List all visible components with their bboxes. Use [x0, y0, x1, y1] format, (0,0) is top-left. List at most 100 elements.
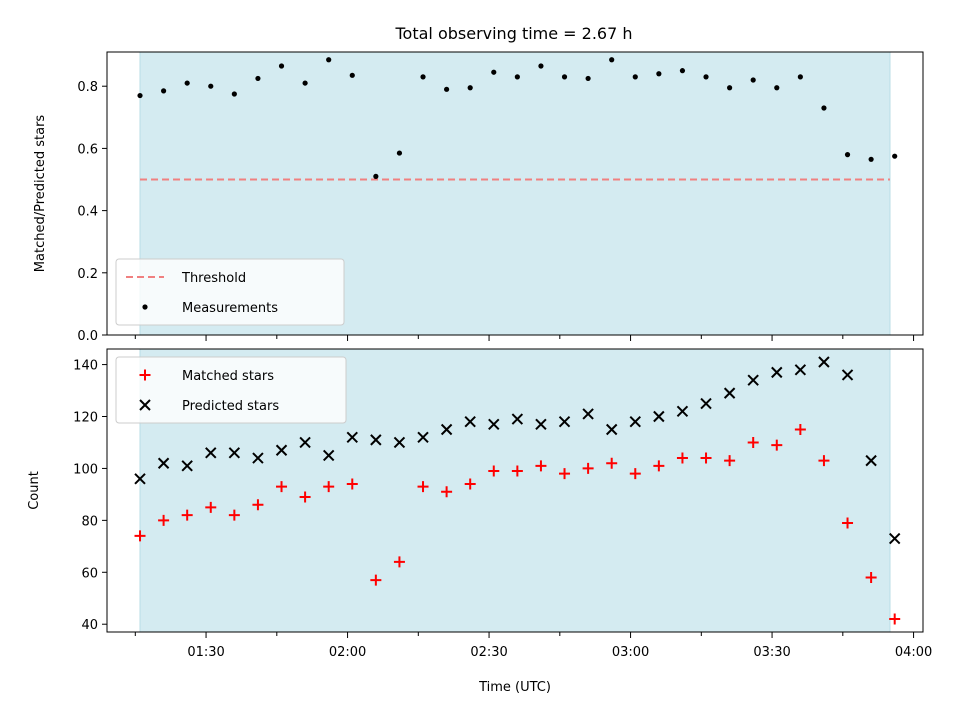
- bottom-xlabel: Time (UTC): [478, 680, 551, 695]
- top-series-0-point-16: [514, 74, 520, 80]
- bottom-series-0-point-12: [417, 481, 429, 493]
- bottom-series-0-point-0: [134, 530, 146, 542]
- top-ytick-label-0: 0.0: [77, 329, 98, 344]
- bottom-series-1-point-23: [676, 405, 689, 418]
- bottom-series-0-point-25: [724, 455, 736, 467]
- top-series-0-point-5: [255, 75, 261, 82]
- bottom-series-0-point-2: [181, 509, 193, 521]
- top-series-0-point-7: [302, 80, 308, 86]
- bottom-series-0-point-13: [441, 486, 453, 498]
- bottom-series-1-point-3: [205, 447, 217, 459]
- bottom-series-0-point-15: [488, 465, 500, 477]
- bottom-series-0-point-27: [771, 439, 783, 451]
- bottom-xtick-label-9: 03:30: [753, 645, 790, 660]
- bottom-series-0-point-21: [629, 468, 641, 480]
- bottom-legend-swatch-0: [139, 369, 151, 381]
- bottom-series-0-point-7: [299, 491, 311, 503]
- bottom-xtick-label-3: 02:00: [329, 645, 366, 660]
- bottom-legend-box: [115, 356, 347, 424]
- bottom-series-0-point-20: [606, 457, 618, 469]
- bottom-series-1-point-25: [723, 387, 736, 399]
- bottom-series-1-point-19: [582, 408, 594, 420]
- top-series-0-point-32: [892, 153, 898, 159]
- bottom-series-1-point-17: [535, 418, 547, 431]
- top-series-0-point-9: [349, 72, 355, 78]
- top-series-0-point-19: [585, 75, 591, 82]
- bottom-legend-swatch-1: [139, 399, 151, 411]
- bottom-panel-count: 40 60 80 100 120 140 01:30 02:00 02:30 03:00 03:30…: [27, 348, 932, 695]
- bottom-series-0-point-8: [323, 481, 335, 493]
- bottom-series-0-point-32: [889, 613, 901, 625]
- bottom-series-0-point-17: [535, 460, 547, 472]
- bottom-series-0-point-31: [865, 571, 877, 583]
- top-series-0-point-29: [821, 105, 827, 111]
- bottom-series-1-point-31: [865, 454, 877, 467]
- bottom-series: [134, 356, 901, 625]
- bottom-legend-label-1: Predicted stars: [182, 399, 279, 414]
- bottom-series-1-point-32: [888, 532, 901, 545]
- top-series-0-point-3: [208, 83, 214, 89]
- bottom-series-1-point-28: [794, 364, 807, 376]
- bottom-series-1-point-22: [653, 410, 665, 423]
- top-series-0-point-24: [703, 74, 709, 80]
- top-series-0-point-2: [184, 80, 190, 86]
- bottom-series-0-point-5: [252, 499, 264, 511]
- bottom-series-1-point-21: [629, 415, 641, 428]
- bottom-series-0-point-6: [276, 481, 288, 493]
- bottom-xtick-label-11: 04:00: [895, 645, 932, 660]
- top-legend: Threshold Measurements: [115, 258, 345, 326]
- bottom-series-0-point-14: [464, 478, 476, 490]
- bottom-series-0-point-18: [559, 468, 571, 480]
- bottom-ytick-label-4: 120: [73, 411, 98, 426]
- bottom-series-0-point-24: [700, 452, 712, 464]
- bottom-series-1-point-9: [346, 431, 358, 443]
- top-series-0-point-6: [278, 63, 285, 69]
- top-series-0-point-17: [538, 63, 544, 69]
- top-axes-frame: [106, 51, 924, 336]
- bottom-ytick-label-3: 100: [73, 462, 98, 477]
- top-measurements-series: [137, 57, 898, 179]
- top-series-0-point-12: [420, 74, 426, 80]
- top-panel-ratio: 0.0 0.2 0.4 0.6 0.8 Matched/Predicted stars T…: [33, 51, 924, 344]
- bottom-series-1-point-11: [393, 436, 406, 449]
- top-series-0-point-21: [632, 74, 638, 80]
- bottom-series-0-point-3: [205, 501, 217, 513]
- top-series-0-point-25: [727, 85, 733, 91]
- bottom-series-0-point-19: [582, 462, 594, 474]
- bottom-series-0-point-11: [393, 556, 405, 568]
- bottom-series-0-point-28: [794, 423, 806, 435]
- bottom-series-1-point-29: [818, 356, 830, 368]
- bottom-series-1-point-2: [181, 460, 193, 472]
- bottom-series-1-point-0: [134, 473, 146, 485]
- bottom-series-0-point-26: [747, 436, 759, 448]
- top-series-0-point-23: [679, 68, 686, 74]
- top-legend-label-1: Measurements: [182, 301, 278, 316]
- bottom-series-0-point-1: [158, 514, 170, 526]
- top-series-0-point-0: [137, 92, 143, 99]
- bottom-series-1-point-6: [275, 444, 288, 456]
- bottom-ytick-label-0: 40: [81, 618, 98, 633]
- bottom-series-1-point-7: [299, 436, 311, 449]
- bottom-legend: Matched stars Predicted stars: [115, 356, 347, 424]
- top-axes: 0.0 0.2 0.4 0.6 0.8 Matched/Predicted stars: [33, 51, 924, 344]
- top-series-0-point-11: [396, 150, 403, 156]
- top-series-0-point-20: [609, 57, 615, 63]
- top-ytick-label-1: 0.2: [77, 267, 98, 282]
- top-series-0-point-30: [844, 152, 851, 158]
- top-series-0-point-15: [491, 69, 497, 75]
- bottom-series-0-point-23: [676, 452, 688, 464]
- top-ylabel: Matched/Predicted stars: [33, 115, 48, 273]
- top-series-0-point-31: [868, 156, 874, 162]
- bottom-series-1-point-15: [488, 418, 500, 431]
- bottom-series-1-point-24: [700, 397, 712, 410]
- bottom-axes: 40 60 80 100 120 140 01:30 02:00 02:30 03:00 03:30…: [27, 348, 932, 695]
- bottom-series-1-point-16: [511, 413, 524, 425]
- bottom-series-0-point-9: [346, 478, 358, 490]
- bottom-ytick-label-2: 80: [81, 514, 98, 529]
- top-ytick-label-4: 0.8: [77, 80, 98, 95]
- bottom-series-1-point-8: [322, 449, 335, 462]
- bottom-series-1-point-4: [228, 447, 241, 459]
- bottom-series-1-point-30: [841, 369, 854, 381]
- bottom-legend-label-0: Matched stars: [182, 369, 274, 384]
